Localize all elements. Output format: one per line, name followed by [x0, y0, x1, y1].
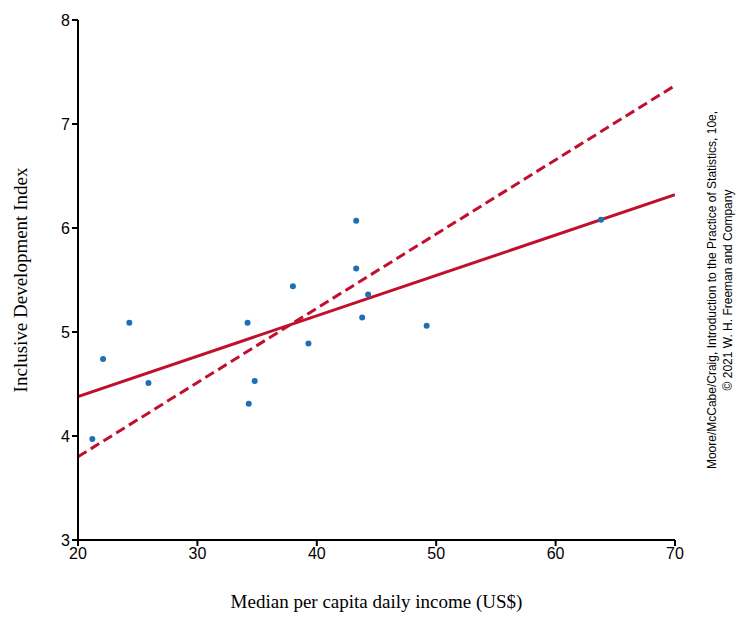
svg-text:30: 30	[189, 545, 207, 562]
svg-text:5: 5	[61, 324, 70, 341]
svg-text:Inclusive Development Index: Inclusive Development Index	[10, 167, 31, 392]
svg-text:70: 70	[666, 545, 684, 562]
svg-text:© 2021 W. H. Freeman and Compa: © 2021 W. H. Freeman and Company	[721, 190, 735, 391]
svg-text:Moore/McCabe/Craig, Introducti: Moore/McCabe/Craig, Introduction to the …	[705, 111, 719, 469]
svg-text:4: 4	[61, 428, 70, 445]
svg-text:40: 40	[308, 545, 326, 562]
svg-text:6: 6	[61, 220, 70, 237]
svg-text:8: 8	[61, 12, 70, 29]
svg-text:60: 60	[547, 545, 565, 562]
svg-text:3: 3	[61, 532, 70, 549]
svg-text:Median per capita daily income: Median per capita daily income (US$)	[231, 591, 523, 613]
svg-text:50: 50	[427, 545, 445, 562]
svg-text:20: 20	[69, 545, 87, 562]
svg-text:7: 7	[61, 116, 70, 133]
